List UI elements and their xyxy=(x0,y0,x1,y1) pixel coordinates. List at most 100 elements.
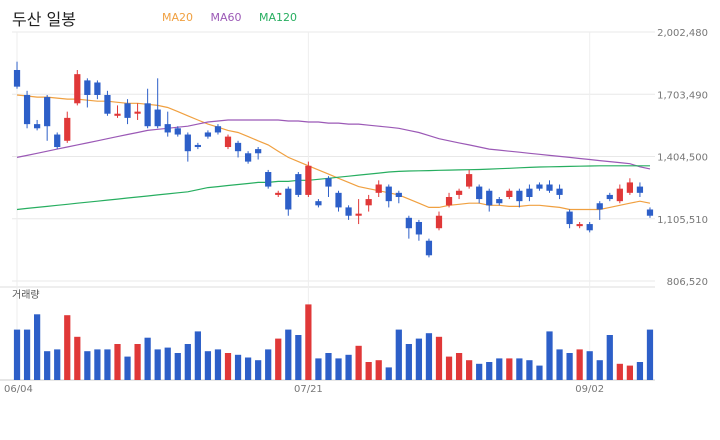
volume-bar xyxy=(124,356,131,380)
volume-bar xyxy=(325,353,332,380)
volume-bar xyxy=(255,360,262,380)
candle-body xyxy=(214,126,222,133)
candle-body xyxy=(64,117,71,141)
axes: 2,002,480 1,703,490 1,404,500 1,105,510 806,… xyxy=(4,28,708,395)
volume-bar xyxy=(385,367,392,380)
candle-body xyxy=(224,136,232,148)
candle-body xyxy=(506,190,513,197)
candle-body xyxy=(134,111,141,114)
volume-bar xyxy=(395,329,402,380)
candle-body xyxy=(486,190,493,206)
candle-body xyxy=(104,94,111,114)
candle-body xyxy=(174,128,181,135)
candle-body xyxy=(596,203,603,210)
candle-body xyxy=(476,186,483,200)
volume-bar xyxy=(64,315,71,380)
volume-bar xyxy=(54,349,61,380)
volume-bar xyxy=(265,349,272,380)
moving-averages xyxy=(16,94,651,211)
candle-body xyxy=(44,97,51,127)
candle-body xyxy=(646,209,654,216)
candle-body xyxy=(616,188,623,202)
volume-bar xyxy=(355,345,362,380)
legend-ma120: MA120 xyxy=(259,11,298,24)
volume-bar xyxy=(496,358,503,380)
candle-body xyxy=(23,94,31,125)
volume-bar xyxy=(13,329,21,380)
volume-bar xyxy=(486,362,493,380)
volume-bar xyxy=(94,349,101,380)
ma20-line xyxy=(16,94,651,211)
volume-bar xyxy=(536,365,543,380)
volume-bar xyxy=(606,335,613,380)
volume-bar xyxy=(546,331,553,380)
candle-body xyxy=(405,217,412,229)
price-tick-label: 1,703,490 xyxy=(657,90,708,101)
candles xyxy=(13,61,654,258)
date-tick-label: 07/21 xyxy=(294,384,323,395)
candle-body xyxy=(234,142,242,152)
candle-body xyxy=(425,240,433,256)
candle-body xyxy=(526,188,533,197)
price-tick-label: 1,404,500 xyxy=(657,153,708,164)
candle-body xyxy=(244,153,252,162)
candle-body xyxy=(606,194,613,200)
volume-bar xyxy=(526,360,533,380)
volume-bar xyxy=(144,337,151,380)
candle-body xyxy=(154,109,161,127)
candle-body xyxy=(415,221,423,235)
volume-label: 거래량 xyxy=(12,289,40,301)
candle-body xyxy=(295,174,302,195)
candle-body xyxy=(275,192,282,195)
volume-bar xyxy=(375,360,382,380)
volume-bar xyxy=(626,365,633,380)
candle-body xyxy=(184,134,191,152)
volume-bar xyxy=(204,351,212,380)
candle-body xyxy=(335,192,342,208)
volume-bar xyxy=(435,336,443,380)
candle-body xyxy=(455,190,463,195)
volume-bar xyxy=(425,333,433,380)
candle-body xyxy=(305,165,312,195)
candle-body xyxy=(556,188,563,195)
candle-body xyxy=(586,224,593,231)
volume-bar xyxy=(34,314,41,380)
price-tick-label: 1,105,510 xyxy=(657,215,708,226)
candle-body xyxy=(546,184,553,191)
candle-body xyxy=(395,192,402,197)
volume-bar xyxy=(576,349,583,380)
candle-body xyxy=(435,215,443,229)
candle-body xyxy=(94,82,101,95)
candle-body xyxy=(566,211,573,225)
volume-bar xyxy=(445,356,453,380)
volume-bar xyxy=(214,349,222,380)
volume-bar xyxy=(335,358,342,380)
candle-body xyxy=(355,213,362,216)
volume-bar xyxy=(194,331,201,380)
legend-ma20: MA20 xyxy=(162,11,194,24)
candle-body xyxy=(385,186,392,202)
volume-bar xyxy=(315,358,322,380)
candle-body xyxy=(285,188,292,210)
volume-bar xyxy=(224,353,232,380)
price-tick-label: 806,520 xyxy=(667,277,708,288)
volume-bar xyxy=(23,329,31,380)
volume-bar xyxy=(305,304,312,380)
candle-body xyxy=(164,124,171,133)
volume-bar xyxy=(184,344,191,380)
volume-bar xyxy=(285,329,292,380)
volume-bar xyxy=(295,335,302,380)
volume-bar xyxy=(244,357,252,380)
volume-bars xyxy=(13,304,654,380)
date-tick-label: 09/02 xyxy=(575,384,604,395)
volume-bar xyxy=(74,336,81,380)
volume-bar xyxy=(586,351,593,380)
volume-bar xyxy=(234,354,242,380)
volume-bar xyxy=(636,362,644,380)
candle-body xyxy=(345,207,352,216)
date-tick-label: 06/04 xyxy=(4,384,33,395)
volume-bar xyxy=(154,349,161,380)
volume-bar xyxy=(466,360,473,380)
volume-bar xyxy=(556,349,563,380)
